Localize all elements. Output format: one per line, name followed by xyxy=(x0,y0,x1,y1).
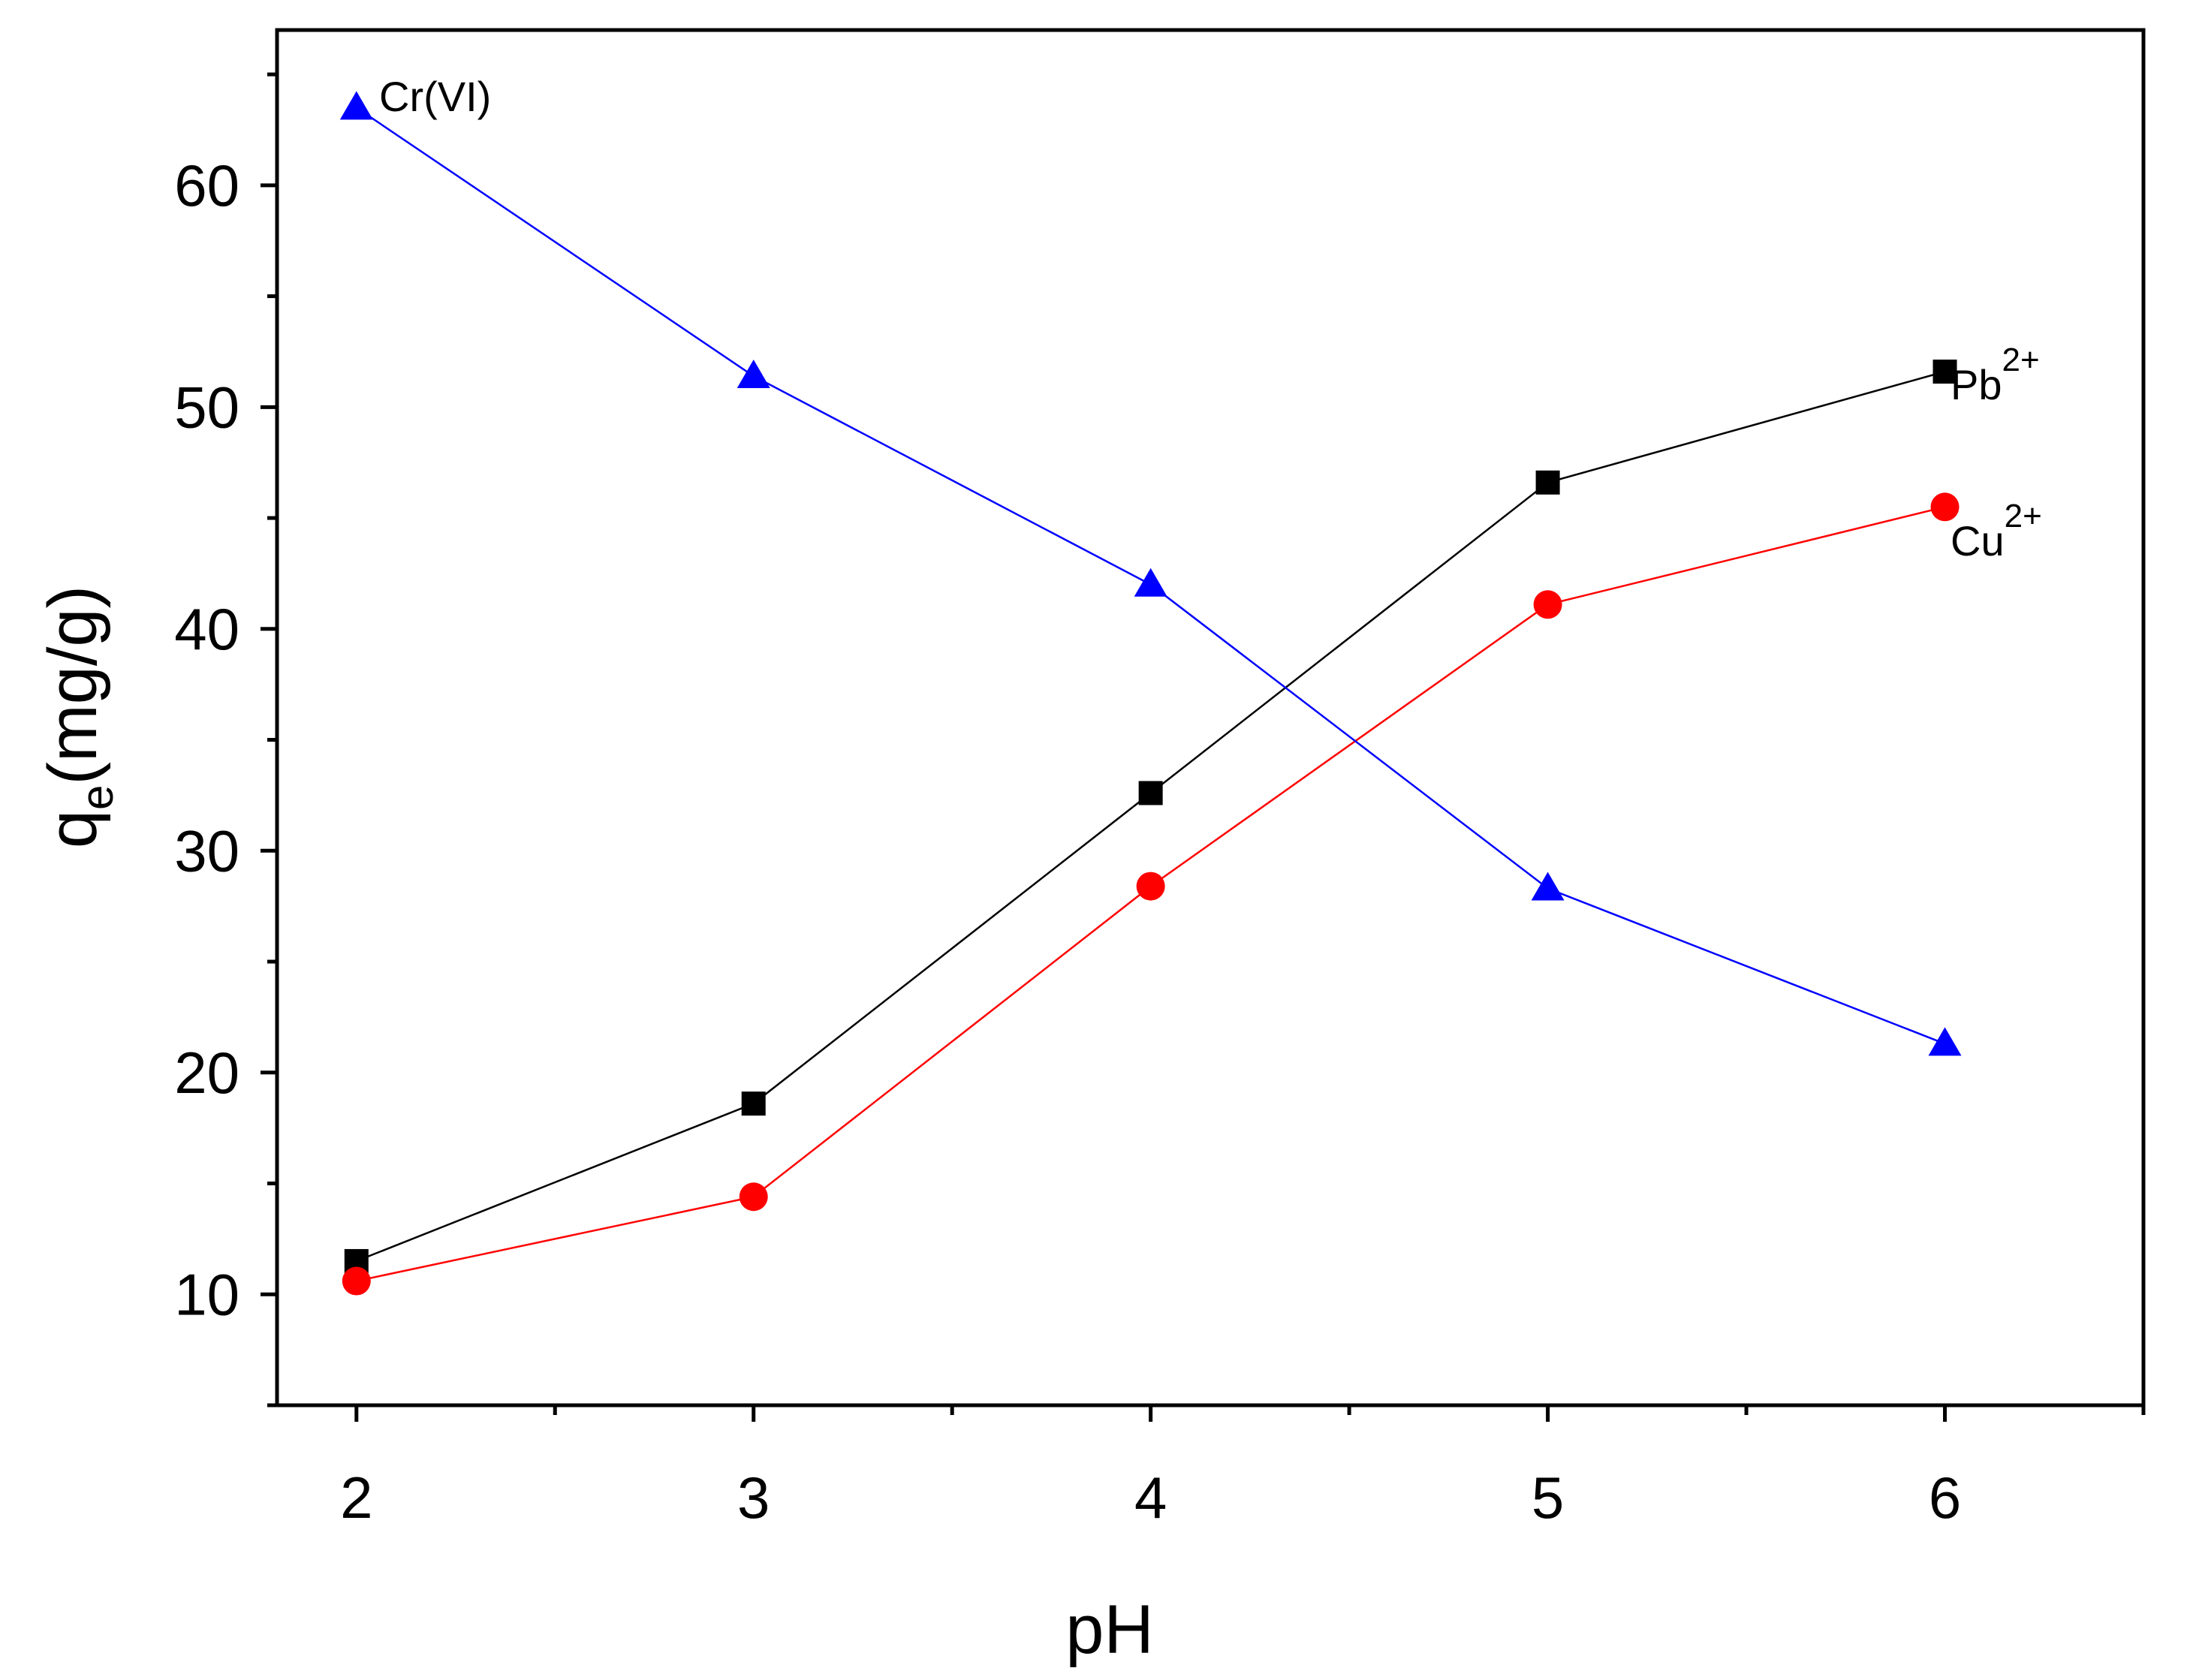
data-point-cr-2 xyxy=(339,91,373,120)
data-point-cr-6 xyxy=(1928,1027,1962,1056)
series-labels: Pb2+Cu2+Cr(VI) xyxy=(379,73,2042,565)
x-tick-label-5: 5 xyxy=(1532,1465,1564,1531)
x-tick-label-3: 3 xyxy=(737,1465,770,1531)
x-tick-label-6: 6 xyxy=(1929,1465,1961,1531)
series-label-pb-superscript: 2+ xyxy=(2002,342,2040,378)
y-axis-title-subscript: e xyxy=(72,785,122,810)
y-tick-label-20: 20 xyxy=(174,1040,239,1106)
y-axis-title-unit: (mg/g) xyxy=(35,586,111,785)
data-point-pb-3 xyxy=(741,1091,766,1116)
data-point-pb-6 xyxy=(1932,360,1957,384)
data-point-cu-4 xyxy=(1136,872,1165,901)
series-label-cu-superscript: 2+ xyxy=(2005,498,2042,534)
y-tick-label-60: 60 xyxy=(174,152,239,218)
series-label-cr: Cr(VI) xyxy=(379,73,491,120)
series-label-cu-main: Cu xyxy=(1951,517,2005,565)
data-point-cr-3 xyxy=(737,359,770,388)
x-tick-label-4: 4 xyxy=(1134,1465,1167,1531)
y-tick-label-30: 30 xyxy=(174,817,239,884)
series-layer xyxy=(339,91,1962,1296)
y-axis-title: qe(mg/g) xyxy=(35,586,122,848)
y-axis-title-main: q xyxy=(35,810,111,848)
data-point-pb-4 xyxy=(1138,781,1163,805)
data-point-pb-5 xyxy=(1535,470,1560,495)
series-label-pb: Pb2+ xyxy=(1951,342,2040,408)
plot-frame xyxy=(275,28,2146,1408)
series-label-cu: Cu2+ xyxy=(1951,498,2042,565)
data-point-cu-6 xyxy=(1930,492,1960,522)
x-axis-title: pH xyxy=(1065,1591,1154,1668)
x-axis: 2 3 4 5 6 xyxy=(340,1405,2146,1531)
data-point-cu-3 xyxy=(739,1182,768,1212)
data-point-cr-5 xyxy=(1531,872,1565,901)
data-point-cu-5 xyxy=(1533,590,1562,619)
y-tick-label-40: 40 xyxy=(174,596,239,662)
data-point-cu-2 xyxy=(342,1266,371,1296)
series-label-pb-main: Pb xyxy=(1951,361,2002,408)
y-axis: 10 20 30 40 50 60 xyxy=(174,72,277,1408)
series-label-cr-main: Cr(VI) xyxy=(379,73,491,120)
data-point-cr-4 xyxy=(1134,568,1167,597)
y-tick-label-10: 10 xyxy=(174,1261,239,1327)
x-tick-label-2: 2 xyxy=(340,1465,372,1531)
series-line-pb xyxy=(356,370,1945,1263)
y-tick-label-50: 50 xyxy=(174,374,239,440)
